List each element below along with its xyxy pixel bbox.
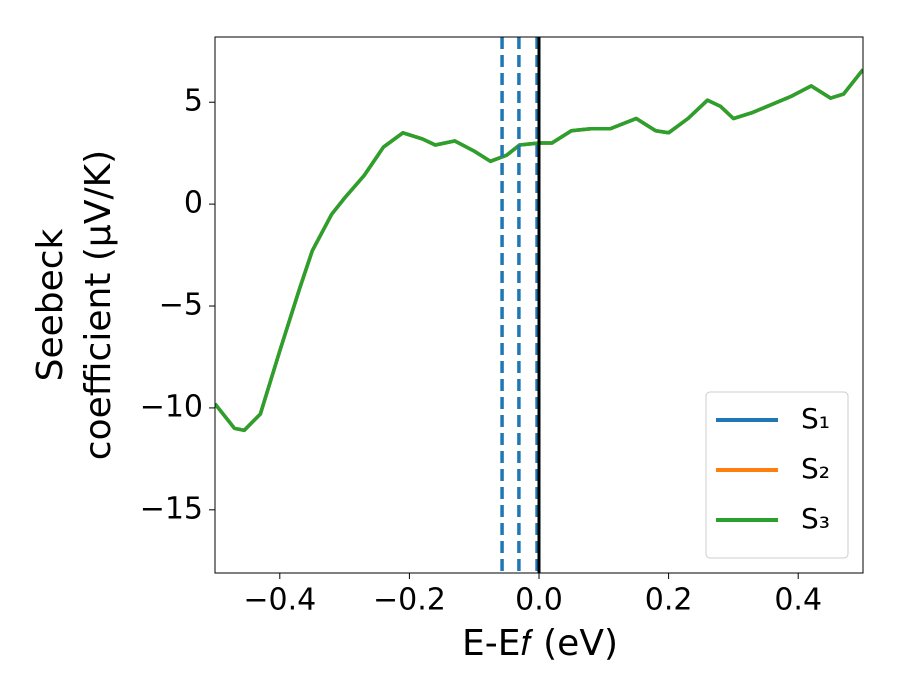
series-line <box>215 68 863 433</box>
y-axis-label: Seebeck <box>30 228 71 381</box>
legend-box <box>705 391 849 559</box>
y-tick-label: −15 <box>140 491 203 526</box>
x-tick-label: −0.4 <box>243 583 316 618</box>
y-axis-label: coefficient (μV/K) <box>78 150 119 460</box>
plot-frame <box>214 36 864 574</box>
y-tick-label: −5 <box>159 288 203 323</box>
x-tick-label: −0.2 <box>373 583 446 618</box>
x-axis-label: E-E𝑓 (eV) <box>462 623 618 664</box>
y-tick-label: 0 <box>184 186 203 221</box>
y-tick-label: 5 <box>184 84 203 119</box>
legend-label: S₂ <box>801 452 830 485</box>
x-tick-label: 0.2 <box>645 583 693 618</box>
y-tick-label: −10 <box>140 389 203 424</box>
legend-label: S₁ <box>801 402 830 435</box>
x-tick-label: 0.4 <box>774 583 822 618</box>
legend-label: S₃ <box>801 502 830 535</box>
x-tick-label: 0.0 <box>515 583 563 618</box>
